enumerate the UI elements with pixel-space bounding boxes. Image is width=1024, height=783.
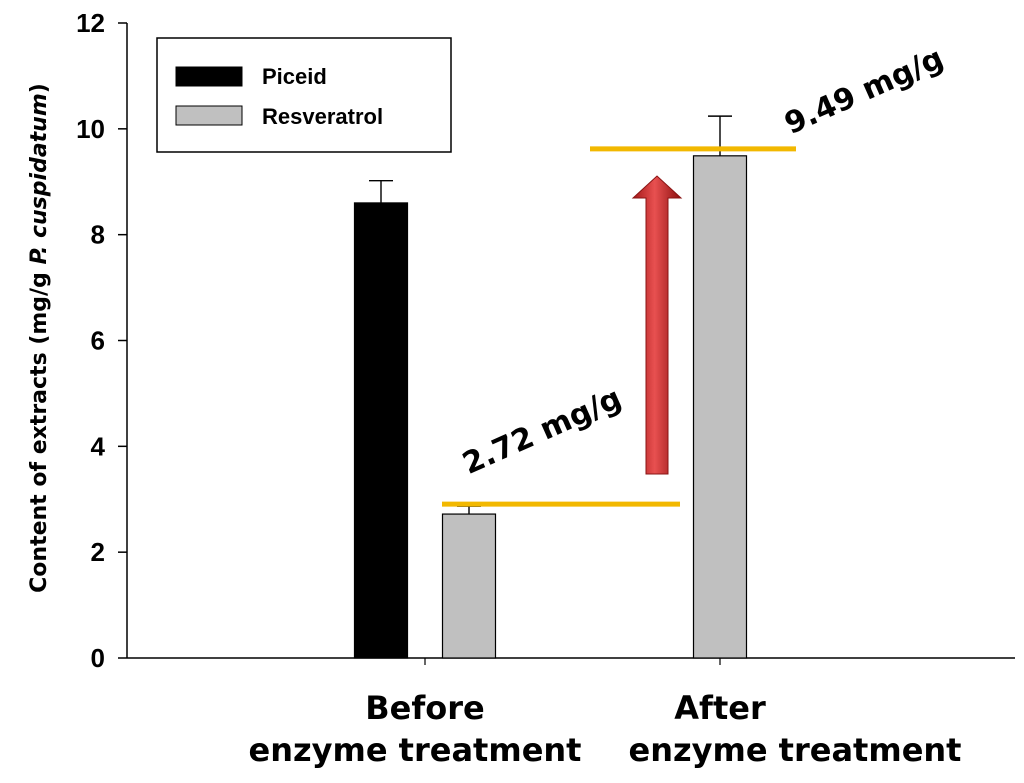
x-tick-label: Before enzyme treatment [249,689,582,769]
x-tick-label: After enzyme treatment [629,689,962,769]
legend-swatch-piceid [175,66,243,87]
y-axis-label-close: ) [27,83,52,93]
y-tick-label: 8 [91,220,105,250]
bar-resveratrol-1 [692,155,748,659]
y-axis-label: Content of extracts (mg/g P. cuspidatum) [27,83,52,593]
increase-arrow [631,175,683,475]
legend: Piceid Resveratrol [156,37,452,153]
bar-piceid-0 [353,202,409,659]
y-tick-label: 2 [91,537,105,567]
legend-label-piceid: Piceid [262,64,327,89]
y-tick-label: 12 [76,8,105,38]
annotation-label-before: 2.72 mg/g [458,381,627,482]
y-tick-label: 10 [76,114,105,144]
bar-resveratrol-0 [441,513,497,659]
y-tick-label: 0 [91,643,105,673]
bars [353,115,748,659]
annotation-label-after: 9.49 mg/g [780,41,949,142]
legend-label-resveratrol: Resveratrol [262,104,383,129]
legend-swatch-resveratrol [175,105,243,126]
y-axis: 0 2 4 6 8 10 12 [76,8,128,673]
x-axis: Before enzyme treatment After enzyme treatm… [127,657,1015,769]
y-tick-label: 4 [91,431,106,461]
y-axis-label-italic: P. cuspidatum [27,93,52,264]
y-tick-label: 6 [91,326,105,356]
legend-box [156,37,452,153]
y-axis-label-plain: Content of extracts (mg/g [27,264,52,592]
